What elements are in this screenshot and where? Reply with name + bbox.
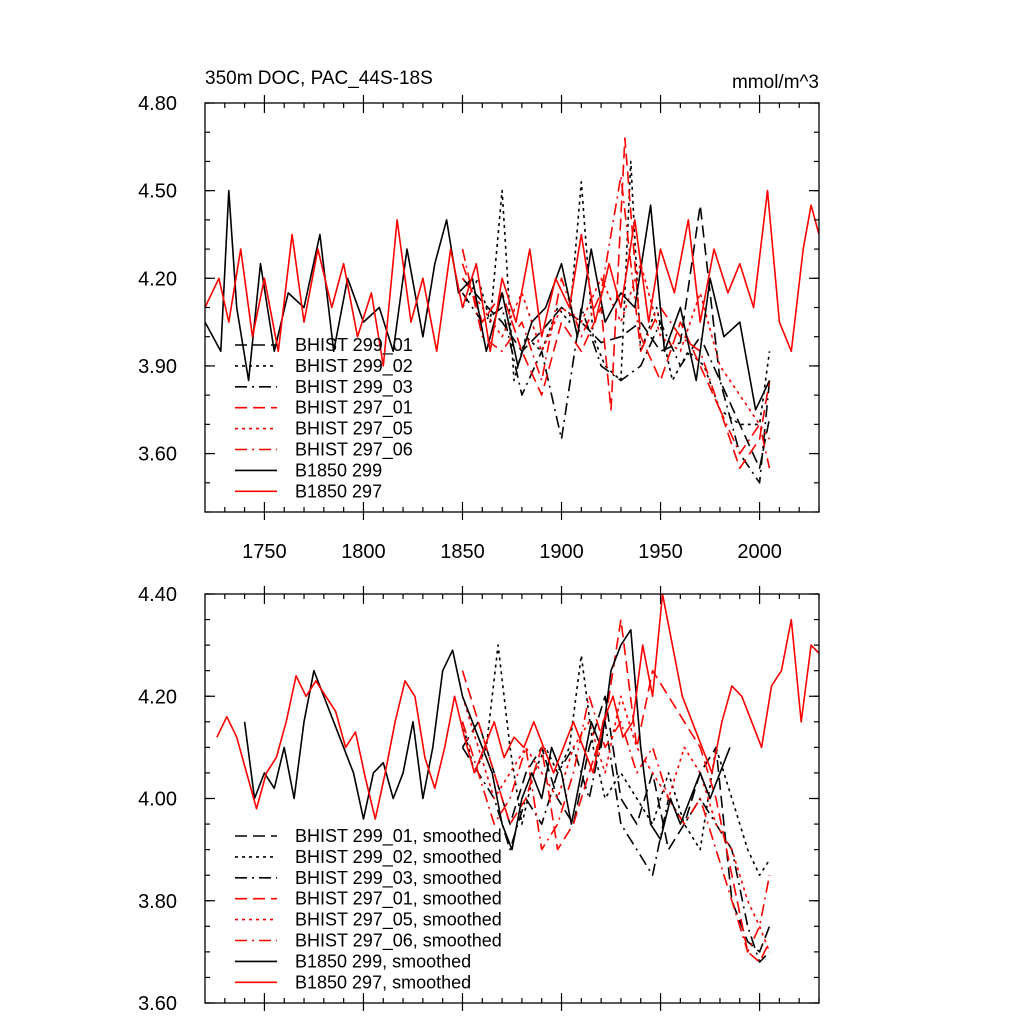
series-line-7 bbox=[216, 594, 819, 820]
series-line-7 bbox=[205, 189, 819, 367]
y-tick-label: 3.80 bbox=[138, 891, 177, 913]
series-line-3 bbox=[461, 137, 771, 470]
units-label: mmol/m^3 bbox=[732, 72, 819, 93]
series-group bbox=[216, 594, 819, 963]
x-tick-label: 1750 bbox=[242, 541, 287, 563]
legend-label: B1850 297 bbox=[295, 481, 382, 501]
series-line-1 bbox=[461, 644, 771, 877]
legend-label: BHIST 299_03 bbox=[295, 377, 413, 398]
series-line-5 bbox=[461, 695, 771, 953]
y-tick-label: 4.00 bbox=[138, 789, 177, 811]
chart-title: 350m DOC, PAC_44S-18S bbox=[205, 68, 433, 89]
bottom-panel: 4.40 4.20 4.00 3.80 3.60 BHIST 299_01, smooth… bbox=[138, 584, 820, 1015]
legend-label: BHIST 297_05 bbox=[295, 419, 413, 440]
x-tick-label: 1950 bbox=[638, 541, 683, 563]
series-line-2 bbox=[461, 292, 771, 484]
series-group bbox=[205, 137, 819, 484]
y-tick-label: 4.20 bbox=[138, 268, 177, 290]
y-tick-label: 4.20 bbox=[138, 686, 177, 708]
y-tick-label: 3.60 bbox=[138, 993, 177, 1015]
legend-label: B1850 299 bbox=[295, 460, 382, 480]
legend-label: B1850 299, smoothed bbox=[295, 951, 471, 971]
y-tick-label: 3.90 bbox=[138, 356, 177, 378]
series-line-0 bbox=[461, 204, 771, 470]
y-tick-label: 4.50 bbox=[138, 181, 177, 203]
legend-label: BHIST 299_02, smoothed bbox=[295, 847, 502, 868]
legend-label: BHIST 297_01 bbox=[295, 398, 413, 419]
legend-label: BHIST 299_03, smoothed bbox=[295, 868, 502, 889]
series-line-6 bbox=[243, 628, 731, 851]
legend-label: BHIST 299_01, smoothed bbox=[295, 826, 502, 847]
x-tick-label: 1900 bbox=[539, 541, 584, 563]
legend-label: BHIST 297_06 bbox=[295, 440, 413, 461]
series-line-1 bbox=[461, 160, 771, 426]
series-line-3 bbox=[461, 618, 771, 963]
legend-label: BHIST 297_05, smoothed bbox=[295, 910, 502, 931]
top-panel: 1750 1800 1850 1900 1950 2000 4.80 4.50 4.20 3.90… bbox=[138, 68, 820, 563]
legend-label: BHIST 299_01 bbox=[295, 335, 413, 356]
y-tick-label: 4.40 bbox=[138, 584, 177, 606]
legend-label: BHIST 299_02 bbox=[295, 356, 413, 377]
series-line-6 bbox=[205, 189, 771, 411]
x-tick-label: 1850 bbox=[440, 541, 485, 563]
y-tick-label: 4.80 bbox=[138, 93, 177, 115]
x-tick-label: 1800 bbox=[341, 541, 386, 563]
series-line-5 bbox=[461, 175, 771, 469]
legend-label: B1850 297, smoothed bbox=[295, 972, 471, 992]
series-line-4 bbox=[461, 262, 771, 440]
series-line-4 bbox=[461, 695, 771, 953]
legend-label: BHIST 297_06, smoothed bbox=[295, 931, 502, 952]
legend-label: BHIST 297_01, smoothed bbox=[295, 889, 502, 910]
y-tick-label: 3.60 bbox=[138, 444, 177, 466]
x-tick-label: 2000 bbox=[737, 541, 782, 563]
